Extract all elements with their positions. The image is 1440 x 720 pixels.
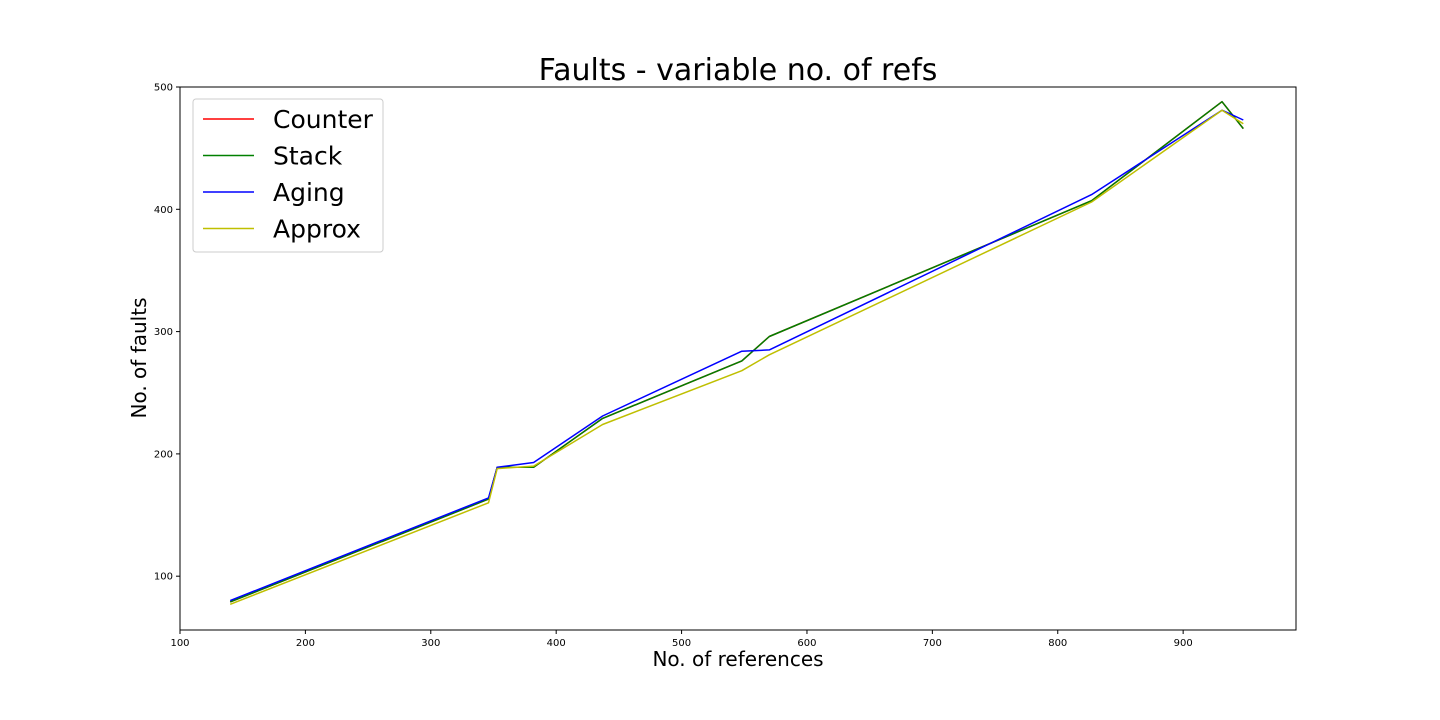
y-tick-label: 100 — [154, 572, 173, 583]
legend-label-counter: Counter — [273, 105, 374, 134]
legend-label-aging: Aging — [273, 178, 345, 207]
x-axis-title: No. of references — [652, 647, 823, 671]
chart-title: Faults - variable no. of refs — [539, 53, 938, 88]
x-tick-label: 200 — [296, 638, 315, 649]
y-axis: 100 200 300 400 500 — [154, 83, 180, 583]
legend-frame — [192, 98, 384, 253]
y-axis-title: No. of faults — [127, 298, 151, 419]
y-tick-label: 400 — [154, 205, 173, 216]
y-tick-label: 300 — [154, 327, 173, 338]
x-tick-label: 700 — [923, 638, 942, 649]
plot-frame — [179, 86, 1297, 631]
x-tick-label: 100 — [170, 638, 189, 649]
legend: Counter Stack Aging Approx — [192, 98, 384, 253]
y-tick-label: 200 — [154, 449, 173, 460]
x-tick-label: 600 — [797, 638, 816, 649]
legend-label-stack: Stack — [273, 142, 343, 171]
x-axis: 100 200 300 400 500 600 700 800 900 — [170, 630, 1193, 649]
plot-area — [229, 100, 1244, 605]
x-tick-label: 800 — [1048, 638, 1067, 649]
x-tick-label: 400 — [547, 638, 566, 649]
series-line-approx — [229, 109, 1244, 605]
y-tick-label: 500 — [154, 83, 173, 94]
series-line-aging — [229, 109, 1244, 602]
x-tick-label: 300 — [421, 638, 440, 649]
legend-label-approx: Approx — [273, 215, 361, 244]
x-tick-label: 900 — [1174, 638, 1193, 649]
x-tick-label: 500 — [672, 638, 691, 649]
